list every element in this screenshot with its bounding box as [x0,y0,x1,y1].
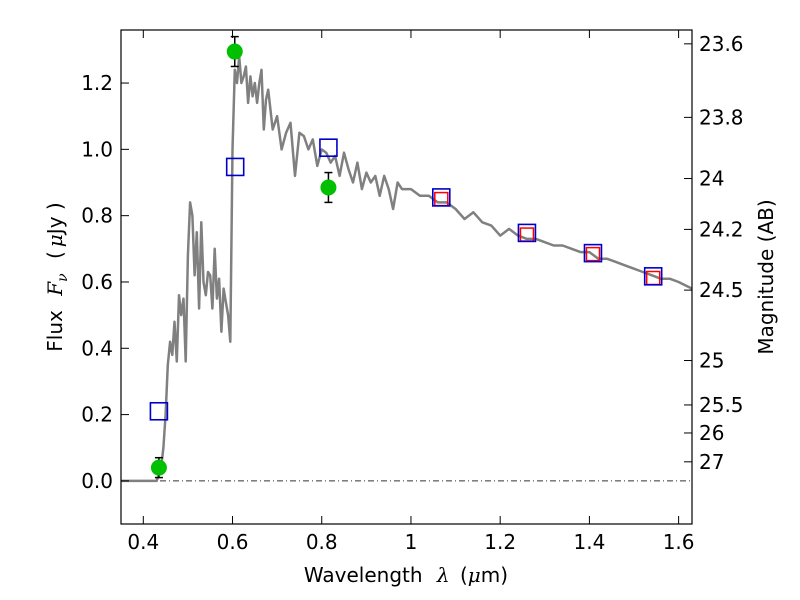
y2-tick-label: 24 [699,167,724,191]
y-tick-label: 1.0 [81,137,113,161]
y-tick-label: 0.0 [81,469,113,493]
y-axis-title-symbol: F [43,281,67,297]
y2-tick-label: 26 [699,421,724,445]
model-blue-square [319,138,338,157]
observed-flux-point [320,179,337,196]
y2-tick-label: 24.2 [699,217,744,241]
model-blue-square [431,188,451,207]
x-axis-title-unit-mu: μ [468,563,481,587]
y2-tick-label: 25 [699,349,724,373]
y2-tick-label: 25.5 [699,393,744,417]
y2-tick-label: 23.6 [699,32,744,56]
model-blue-square [583,243,603,263]
model-blue-square [517,223,537,243]
x-axis-title-unit-open: ( [460,563,468,587]
model-red-square [585,246,601,262]
y-axis-title-unit-open: ( [43,251,67,259]
x-tick-label: 1 [405,530,418,554]
tick-layer: 0.4 0.6 0.8 1 1.2 1.4 1.6 0.0 0.2 0.4 0.6 0.8 1.0 1.2… [81,30,744,554]
y2-tick-label: 24.5 [699,278,744,302]
y-axis-title-unit-mu: μ [43,234,67,247]
y-tick-label: 0.4 [81,336,113,360]
x-tick-label: 1.6 [663,530,695,554]
x-tick-label: 0.6 [217,530,249,554]
x-tick-label: 1.2 [484,530,516,554]
y2-tick-label: 23.8 [699,105,744,129]
x-tick-label: 0.8 [306,530,338,554]
y-axis-title-unit-rest: Jy ) [43,202,67,236]
x-axis-title: Wavelength λ (μm) [304,563,508,587]
plot-frame [120,29,693,525]
y-axis-title: Flux Fν ( μJy ) [43,202,72,351]
observed-flux-point [150,459,167,476]
model-blue-square [149,401,169,421]
model-blue-square [225,157,245,177]
model-sed-line [121,55,693,483]
x-tick-label: 0.4 [127,530,159,554]
x-axis-title-unit-rest: m) [481,563,508,587]
x-axis-title-symbol: λ [436,563,450,587]
y-axis-title-text: Flux [43,310,67,352]
y-tick-label: 1.2 [81,71,113,95]
observed-flux-point [226,43,243,60]
x-tick-label: 1.4 [573,530,605,554]
y2-tick-label: 27 [699,450,724,474]
y2-axis-title: Magnitude (AB) [754,199,778,354]
x-axis-title-text: Wavelength [304,563,423,587]
y-tick-label: 0.8 [81,204,113,228]
y-tick-label: 0.2 [81,403,113,427]
y-tick-label: 0.6 [81,270,113,294]
model-blue-square [643,267,663,286]
y-axis-title-subscript: ν [55,273,71,282]
plot-layer [121,35,693,483]
